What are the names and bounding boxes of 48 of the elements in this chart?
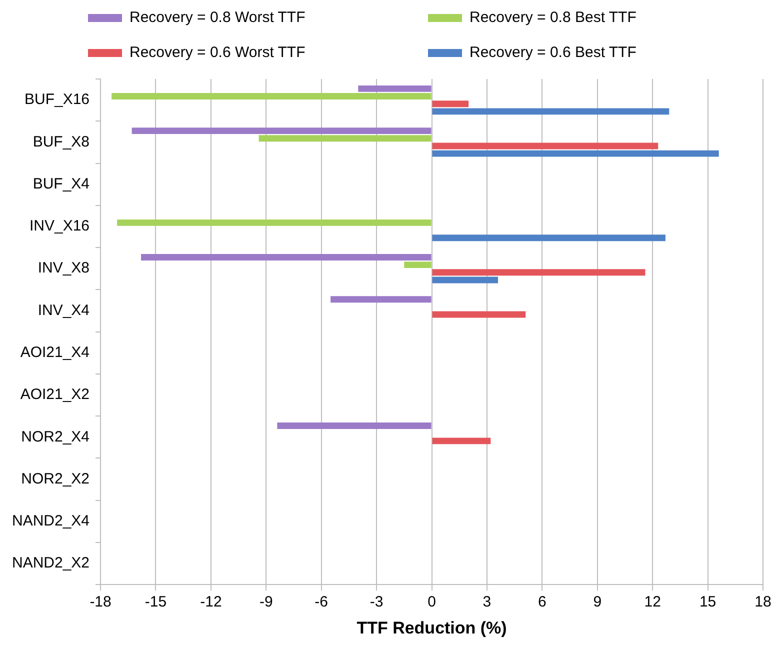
- bar: [432, 438, 491, 444]
- bar: [132, 128, 432, 134]
- x-tick-label: -6: [314, 594, 328, 611]
- y-tick-label: NOR2_X4: [21, 428, 90, 446]
- bar: [432, 234, 666, 242]
- x-tick-label: -18: [90, 594, 112, 611]
- bar: [330, 296, 432, 303]
- bar: [432, 108, 670, 115]
- bar: [432, 100, 469, 108]
- legend-label: Recovery = 0.8 Worst TTF: [130, 9, 306, 26]
- y-tick-label: BUF_X16: [24, 91, 90, 108]
- legend-label: Recovery = 0.8 Best TTF: [470, 9, 636, 26]
- bar: [432, 276, 498, 284]
- legend-label: Recovery = 0.6 Worst TTF: [130, 44, 306, 61]
- bar: [112, 93, 432, 100]
- x-tick-label: 6: [538, 594, 546, 611]
- y-tick-label: NAND2_X2: [12, 554, 90, 572]
- bar: [117, 219, 432, 226]
- bar: [432, 142, 658, 150]
- bar: [432, 311, 526, 318]
- bar: [358, 85, 432, 92]
- x-tick-label: 9: [593, 594, 602, 611]
- x-tick-label: 18: [754, 594, 772, 611]
- x-tick-label: 3: [482, 594, 492, 611]
- x-tick-label: 12: [644, 594, 661, 611]
- y-tick-label: BUF_X8: [32, 133, 90, 150]
- y-tick-label: INV_X4: [38, 302, 90, 319]
- y-tick-label: INV_X16: [29, 218, 90, 235]
- legend-label: Recovery = 0.6 Best TTF: [470, 44, 636, 61]
- x-tick-label: -12: [200, 594, 222, 611]
- bar: [141, 254, 432, 260]
- x-axis-title: TTF Reduction (%): [356, 618, 507, 638]
- y-tick-label: NOR2_X2: [21, 470, 90, 488]
- bar: [432, 269, 646, 276]
- y-tick-label: BUF_X4: [32, 175, 90, 192]
- y-tick-label: INV_X8: [38, 260, 90, 277]
- x-tick-label: -15: [144, 594, 167, 611]
- y-tick-label: NAND2_X4: [12, 512, 90, 530]
- bar: [258, 135, 432, 142]
- x-tick-label: 15: [699, 594, 716, 611]
- y-tick-label: AOI21_X4: [20, 344, 90, 362]
- bar: [432, 150, 719, 157]
- x-tick-label: 0: [428, 594, 436, 611]
- x-tick-label: -3: [370, 594, 384, 611]
- x-tick-label: -9: [259, 594, 273, 611]
- bar: [277, 422, 432, 429]
- bar: [404, 262, 432, 268]
- y-tick-label: AOI21_X2: [20, 386, 90, 404]
